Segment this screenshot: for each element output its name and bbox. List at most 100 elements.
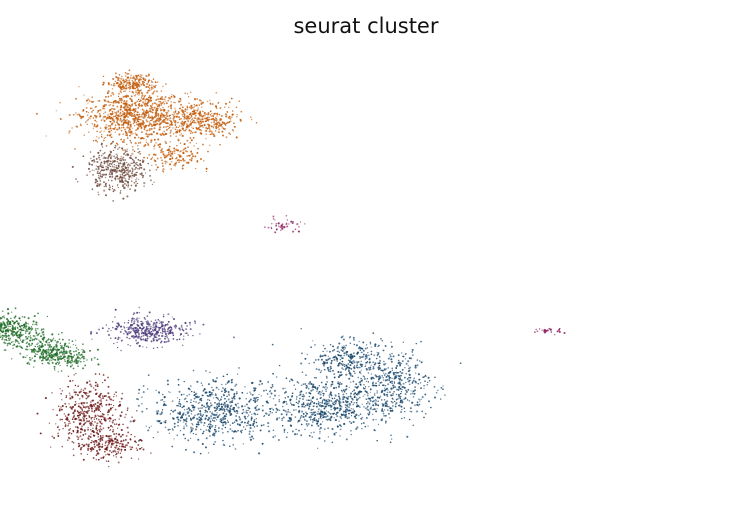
scatter-point xyxy=(373,363,376,366)
scatter-point xyxy=(370,350,373,353)
scatter-point xyxy=(163,403,166,406)
scatter-point xyxy=(332,387,336,390)
scatter-point xyxy=(227,430,229,433)
scatter-point xyxy=(110,435,112,437)
scatter-point xyxy=(135,122,138,124)
scatter-point xyxy=(336,425,339,428)
scatter-point xyxy=(308,391,311,394)
scatter-point xyxy=(420,398,422,401)
scatter-point xyxy=(148,427,150,429)
scatter-point xyxy=(174,111,177,113)
scatter-point xyxy=(167,125,169,128)
scatter-point xyxy=(192,155,194,158)
scatter-point xyxy=(404,393,407,396)
scatter-point xyxy=(199,413,202,416)
scatter-point xyxy=(125,184,128,186)
scatter-point xyxy=(329,365,332,368)
scatter-point xyxy=(409,366,412,369)
scatter-point xyxy=(112,84,115,87)
scatter-point xyxy=(198,118,201,121)
scatter-point xyxy=(382,379,385,381)
scatter-point xyxy=(215,396,218,399)
scatter-point xyxy=(207,418,210,421)
scatter-point xyxy=(211,131,213,133)
scatter-point xyxy=(97,442,100,445)
scatter-point xyxy=(121,157,123,160)
scatter-point xyxy=(159,97,162,99)
scatter-point xyxy=(388,375,391,378)
scatter-point xyxy=(221,121,224,124)
scatter-point xyxy=(163,155,165,157)
scatter-point xyxy=(209,110,212,113)
scatter-point xyxy=(343,352,346,355)
scatter-point xyxy=(249,411,251,413)
scatter-point xyxy=(107,460,110,463)
scatter-point xyxy=(180,118,182,120)
scatter-point xyxy=(319,371,322,374)
scatter-point xyxy=(112,404,115,407)
scatter-point xyxy=(230,381,233,384)
scatter-point xyxy=(384,345,387,347)
scatter-point xyxy=(240,110,243,113)
scatter-point xyxy=(205,127,207,129)
scatter-point xyxy=(172,117,175,120)
scatter-point xyxy=(235,393,238,395)
scatter-point xyxy=(303,418,306,420)
scatter-point xyxy=(71,165,74,168)
scatter-point xyxy=(349,404,351,407)
scatter-point xyxy=(111,171,114,174)
scatter-point xyxy=(137,91,140,94)
scatter-point xyxy=(125,172,128,174)
scatter-point xyxy=(112,115,115,118)
scatter-point xyxy=(368,412,371,415)
scatter-point xyxy=(150,425,152,427)
scatter-point xyxy=(403,398,405,400)
scatter-point xyxy=(89,383,92,386)
scatter-point xyxy=(120,77,123,80)
scatter-point xyxy=(115,114,118,116)
scatter-point xyxy=(6,344,9,347)
scatter-point xyxy=(88,380,91,383)
scatter-point xyxy=(107,164,109,166)
scatter-point xyxy=(111,175,114,178)
scatter-point xyxy=(360,369,362,371)
scatter-point xyxy=(349,342,352,345)
scatter-point xyxy=(378,384,380,387)
scatter-point xyxy=(182,115,184,118)
scatter-point xyxy=(123,169,126,172)
scatter-point xyxy=(333,376,336,379)
scatter-point xyxy=(367,354,370,357)
scatter-point xyxy=(137,404,140,407)
scatter-point xyxy=(147,144,150,146)
scatter-point xyxy=(249,398,252,401)
scatter-point xyxy=(382,349,385,352)
scatter-point xyxy=(83,391,85,394)
scatter-point xyxy=(38,344,41,347)
scatter-point xyxy=(116,143,119,146)
scatter-point xyxy=(252,430,254,432)
scatter-point xyxy=(131,105,133,107)
scatter-point xyxy=(186,106,189,109)
scatter-point xyxy=(225,136,228,139)
scatter-point xyxy=(116,105,119,108)
scatter-point xyxy=(393,386,395,389)
scatter-point xyxy=(93,411,96,413)
scatter-point xyxy=(205,437,208,440)
scatter-point xyxy=(260,395,263,397)
scatter-point xyxy=(311,413,314,416)
scatter-point xyxy=(255,405,257,408)
scatter-point xyxy=(220,114,223,117)
scatter-point xyxy=(207,118,210,121)
scatter-point xyxy=(104,136,107,139)
scatter-point xyxy=(109,108,112,111)
scatter-point xyxy=(86,394,88,397)
scatter-point xyxy=(222,404,225,406)
scatter-point xyxy=(97,156,101,159)
scatter-point xyxy=(150,128,153,130)
scatter-point xyxy=(400,384,402,386)
scatter-point xyxy=(130,141,133,144)
scatter-point xyxy=(317,447,319,449)
scatter-point xyxy=(312,396,315,399)
scatter-point xyxy=(114,408,117,411)
scatter-point xyxy=(338,409,341,412)
